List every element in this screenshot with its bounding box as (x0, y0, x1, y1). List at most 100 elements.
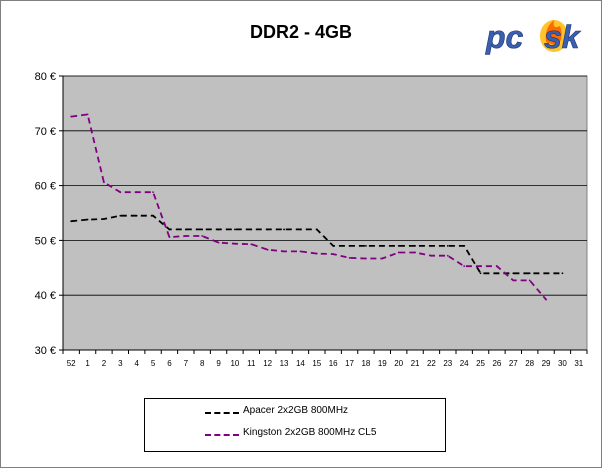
x-tick-label: 14 (296, 359, 305, 368)
data-point (332, 244, 335, 247)
data-point (545, 298, 547, 301)
data-point (135, 191, 138, 194)
y-tick-label: 40 € (35, 290, 56, 302)
x-tick-label: 11 (247, 359, 256, 368)
pcask-logo: pc sk (485, 19, 582, 56)
data-point (332, 253, 335, 256)
data-point (512, 279, 515, 282)
data-point (446, 244, 449, 247)
x-tick-label: 31 (574, 359, 583, 368)
x-tick-label: 29 (542, 359, 551, 368)
x-tick-label: 52 (67, 359, 76, 368)
data-point (397, 251, 400, 254)
x-tick-label: 9 (216, 359, 221, 368)
data-point (234, 228, 236, 231)
x-tick-label: 27 (509, 359, 518, 368)
data-point (446, 254, 449, 257)
x-tick-label: 25 (476, 359, 485, 368)
x-tick-label: 2 (102, 359, 107, 368)
data-point (315, 228, 318, 231)
x-tick-label: 15 (312, 359, 321, 368)
data-point (299, 228, 302, 231)
data-point (283, 250, 285, 253)
data-point (397, 244, 400, 247)
plot-area (62, 75, 588, 351)
x-tick-label: 10 (230, 359, 239, 368)
data-point (561, 272, 564, 275)
data-point (184, 235, 187, 237)
y-tick-label: 30 € (35, 345, 56, 357)
data-point (381, 244, 384, 247)
data-point (348, 257, 351, 259)
legend-label-apacer: Apacer 2x2GB 800MHz (243, 405, 349, 416)
x-tick-label: 26 (492, 359, 501, 368)
data-point (70, 115, 73, 118)
data-point (414, 244, 416, 247)
data-point (430, 244, 433, 247)
data-point (168, 236, 171, 239)
x-tick-label: 19 (378, 359, 387, 368)
x-tick-label: 1 (85, 359, 90, 368)
data-point (152, 191, 154, 194)
data-point (119, 214, 122, 217)
data-point (201, 235, 204, 237)
legend-item-apacer: Apacer 2x2GB 800MHz (145, 403, 445, 423)
data-point (103, 181, 105, 184)
data-point (266, 248, 269, 251)
x-tick-label: 28 (525, 359, 534, 368)
data-point (463, 265, 466, 268)
series-apacer (70, 214, 564, 275)
data-point (283, 228, 285, 231)
data-point (135, 214, 138, 217)
data-point (365, 244, 367, 247)
x-tick-label: 3 (118, 359, 123, 368)
x-tick-label: 7 (184, 359, 189, 368)
data-point (528, 272, 531, 275)
data-point (365, 257, 367, 260)
x-tick-label: 16 (329, 359, 338, 368)
data-point (234, 242, 236, 245)
x-tick-label: 23 (443, 359, 452, 368)
x-tick-label: 8 (200, 359, 205, 368)
data-point (479, 272, 482, 275)
x-tick-label: 5 (151, 359, 156, 368)
y-tick-label: 80 € (35, 71, 56, 83)
data-point (348, 244, 351, 247)
series-line (71, 113, 547, 301)
data-point (381, 257, 384, 260)
x-tick-label: 4 (134, 359, 139, 368)
data-point (430, 254, 433, 257)
svg-text:pc: pc (485, 19, 524, 55)
data-point (528, 279, 531, 282)
data-point (119, 191, 122, 194)
data-point (545, 272, 547, 275)
x-tick-label: 22 (427, 359, 436, 368)
chart-title: DDR2 - 4GB (249, 22, 352, 42)
x-tick-label: 12 (263, 359, 272, 368)
legend: Apacer 2x2GB 800MHz Kingston 2x2GB 800MH… (144, 398, 446, 452)
data-point (250, 228, 253, 231)
legend-swatch-kingston (205, 434, 239, 436)
data-point (496, 265, 498, 268)
svg-text:sk: sk (544, 19, 582, 55)
data-point (512, 272, 515, 275)
data-point (86, 218, 89, 221)
data-point (266, 228, 269, 231)
y-tick-label: 50 € (35, 235, 56, 247)
x-tick-label: 18 (361, 359, 370, 368)
data-point (414, 251, 416, 254)
data-point (217, 228, 220, 231)
data-point (496, 272, 498, 275)
x-tick-label: 20 (394, 359, 403, 368)
data-point (103, 218, 105, 220)
data-point (152, 214, 154, 217)
y-tick-label: 70 € (35, 126, 56, 138)
data-point (479, 265, 482, 268)
data-point (201, 228, 204, 231)
series-kingston (70, 113, 547, 301)
x-tick-label: 24 (460, 359, 469, 368)
data-point (315, 252, 318, 255)
legend-label-kingston: Kingston 2x2GB 800MHz CL5 (243, 427, 377, 438)
data-point (463, 244, 466, 247)
